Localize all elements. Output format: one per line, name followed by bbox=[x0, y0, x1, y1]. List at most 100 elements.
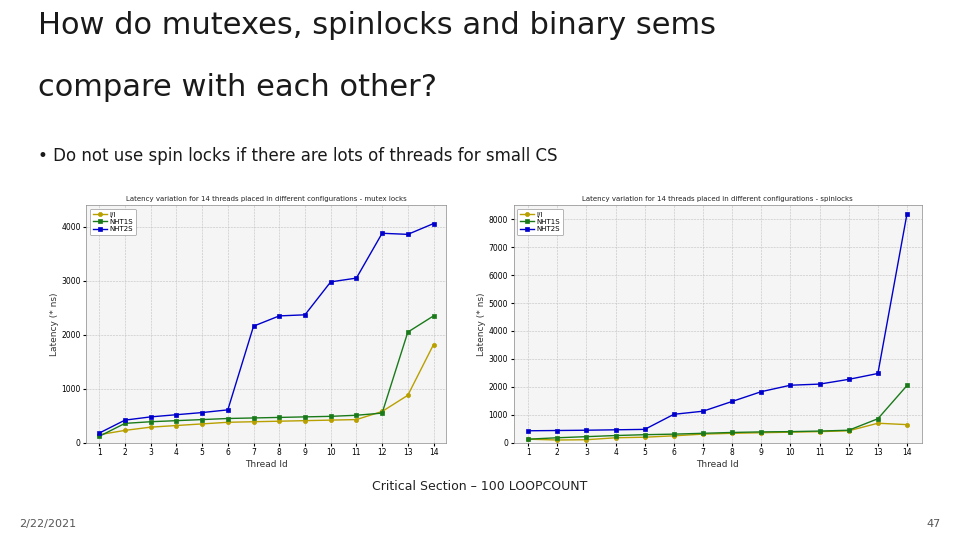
NHT2S bbox=[814, 381, 826, 387]
NHT1S bbox=[197, 416, 208, 423]
NHT2S bbox=[300, 312, 311, 318]
NHT2S bbox=[552, 427, 564, 434]
NHT1S bbox=[756, 429, 767, 435]
I/I bbox=[300, 417, 311, 424]
NHT1S bbox=[697, 430, 708, 436]
NHT2S bbox=[248, 323, 259, 329]
NHT1S bbox=[668, 431, 680, 437]
I/I bbox=[784, 429, 796, 435]
NHT2S bbox=[639, 426, 651, 433]
I/I bbox=[552, 437, 564, 443]
I/I bbox=[581, 436, 592, 443]
I/I bbox=[697, 431, 708, 437]
NHT2S bbox=[668, 411, 680, 417]
NHT2S bbox=[610, 427, 621, 433]
NHT1S bbox=[350, 412, 362, 418]
NHT2S bbox=[171, 411, 182, 418]
Text: compare with each other?: compare with each other? bbox=[38, 72, 438, 102]
NHT2S bbox=[93, 430, 105, 436]
NHT1S bbox=[171, 417, 182, 424]
Text: How do mutexes, spinlocks and binary sems: How do mutexes, spinlocks and binary sem… bbox=[38, 11, 716, 40]
NHT1S bbox=[248, 415, 259, 421]
NHT2S bbox=[274, 313, 285, 319]
NHT2S bbox=[872, 370, 883, 377]
NHT1S bbox=[222, 415, 233, 422]
I/I bbox=[872, 420, 883, 427]
NHT2S bbox=[901, 211, 913, 217]
Text: Critical Section – 100 LOOPCOUNT: Critical Section – 100 LOOPCOUNT bbox=[372, 480, 588, 492]
I/I bbox=[668, 433, 680, 439]
Title: Latency variation for 14 threads placed in different configurations - spinlocks: Latency variation for 14 threads placed … bbox=[582, 196, 853, 202]
NHT2S bbox=[428, 220, 440, 227]
I/I bbox=[610, 435, 621, 441]
I/I bbox=[119, 427, 131, 434]
NHT2S bbox=[119, 417, 131, 423]
NHT1S bbox=[727, 429, 738, 436]
I/I bbox=[901, 421, 913, 428]
NHT1S bbox=[639, 431, 651, 438]
NHT1S bbox=[119, 420, 131, 427]
NHT2S bbox=[784, 382, 796, 388]
NHT2S bbox=[843, 376, 854, 382]
NHT1S bbox=[843, 427, 854, 434]
I/I bbox=[93, 431, 105, 438]
NHT2S bbox=[522, 428, 534, 434]
I/I bbox=[843, 428, 854, 434]
Line: NHT1S: NHT1S bbox=[97, 314, 436, 438]
NHT1S bbox=[376, 410, 388, 416]
NHT1S bbox=[324, 413, 336, 420]
I/I bbox=[814, 428, 826, 435]
Line: I/I: I/I bbox=[526, 421, 909, 442]
NHT2S bbox=[581, 427, 592, 434]
NHT2S bbox=[197, 409, 208, 416]
Line: NHT2S: NHT2S bbox=[97, 221, 436, 435]
NHT1S bbox=[93, 433, 105, 440]
I/I bbox=[350, 416, 362, 423]
I/I bbox=[402, 392, 414, 399]
NHT2S bbox=[324, 279, 336, 285]
NHT2S bbox=[756, 388, 767, 395]
I/I bbox=[376, 408, 388, 415]
I/I bbox=[639, 434, 651, 441]
Line: NHT2S: NHT2S bbox=[526, 212, 909, 433]
NHT2S bbox=[350, 275, 362, 281]
NHT1S bbox=[872, 415, 883, 422]
I/I bbox=[324, 417, 336, 423]
I/I bbox=[756, 429, 767, 436]
I/I bbox=[197, 421, 208, 427]
NHT1S bbox=[610, 433, 621, 439]
NHT1S bbox=[402, 329, 414, 335]
NHT1S bbox=[428, 313, 440, 319]
Text: • Do not use spin locks if there are lots of threads for small CS: • Do not use spin locks if there are lot… bbox=[38, 147, 558, 165]
Line: I/I: I/I bbox=[97, 342, 436, 437]
NHT1S bbox=[552, 435, 564, 441]
I/I bbox=[145, 424, 156, 430]
NHT1S bbox=[784, 428, 796, 435]
X-axis label: Thread Id: Thread Id bbox=[696, 460, 739, 469]
I/I bbox=[428, 341, 440, 348]
NHT1S bbox=[581, 434, 592, 440]
X-axis label: Thread Id: Thread Id bbox=[245, 460, 288, 469]
NHT1S bbox=[901, 382, 913, 389]
Title: Latency variation for 14 threads placed in different configurations - mutex lock: Latency variation for 14 threads placed … bbox=[126, 196, 407, 202]
NHT1S bbox=[522, 436, 534, 442]
Text: 2/22/2021: 2/22/2021 bbox=[19, 519, 77, 529]
Legend: I/I, NHT1S, NHT2S: I/I, NHT1S, NHT2S bbox=[90, 208, 135, 235]
Text: 47: 47 bbox=[926, 519, 941, 529]
NHT1S bbox=[145, 418, 156, 425]
NHT2S bbox=[727, 398, 738, 404]
NHT2S bbox=[402, 231, 414, 238]
Y-axis label: Latency (* ns): Latency (* ns) bbox=[477, 292, 486, 356]
NHT2S bbox=[376, 230, 388, 237]
NHT2S bbox=[697, 408, 708, 415]
I/I bbox=[171, 422, 182, 429]
NHT1S bbox=[274, 414, 285, 421]
I/I bbox=[248, 418, 259, 425]
NHT2S bbox=[145, 414, 156, 420]
NHT1S bbox=[300, 414, 311, 420]
NHT1S bbox=[814, 428, 826, 434]
I/I bbox=[522, 436, 534, 442]
I/I bbox=[727, 430, 738, 436]
I/I bbox=[274, 418, 285, 424]
Legend: I/I, NHT1S, NHT2S: I/I, NHT1S, NHT2S bbox=[517, 208, 563, 235]
